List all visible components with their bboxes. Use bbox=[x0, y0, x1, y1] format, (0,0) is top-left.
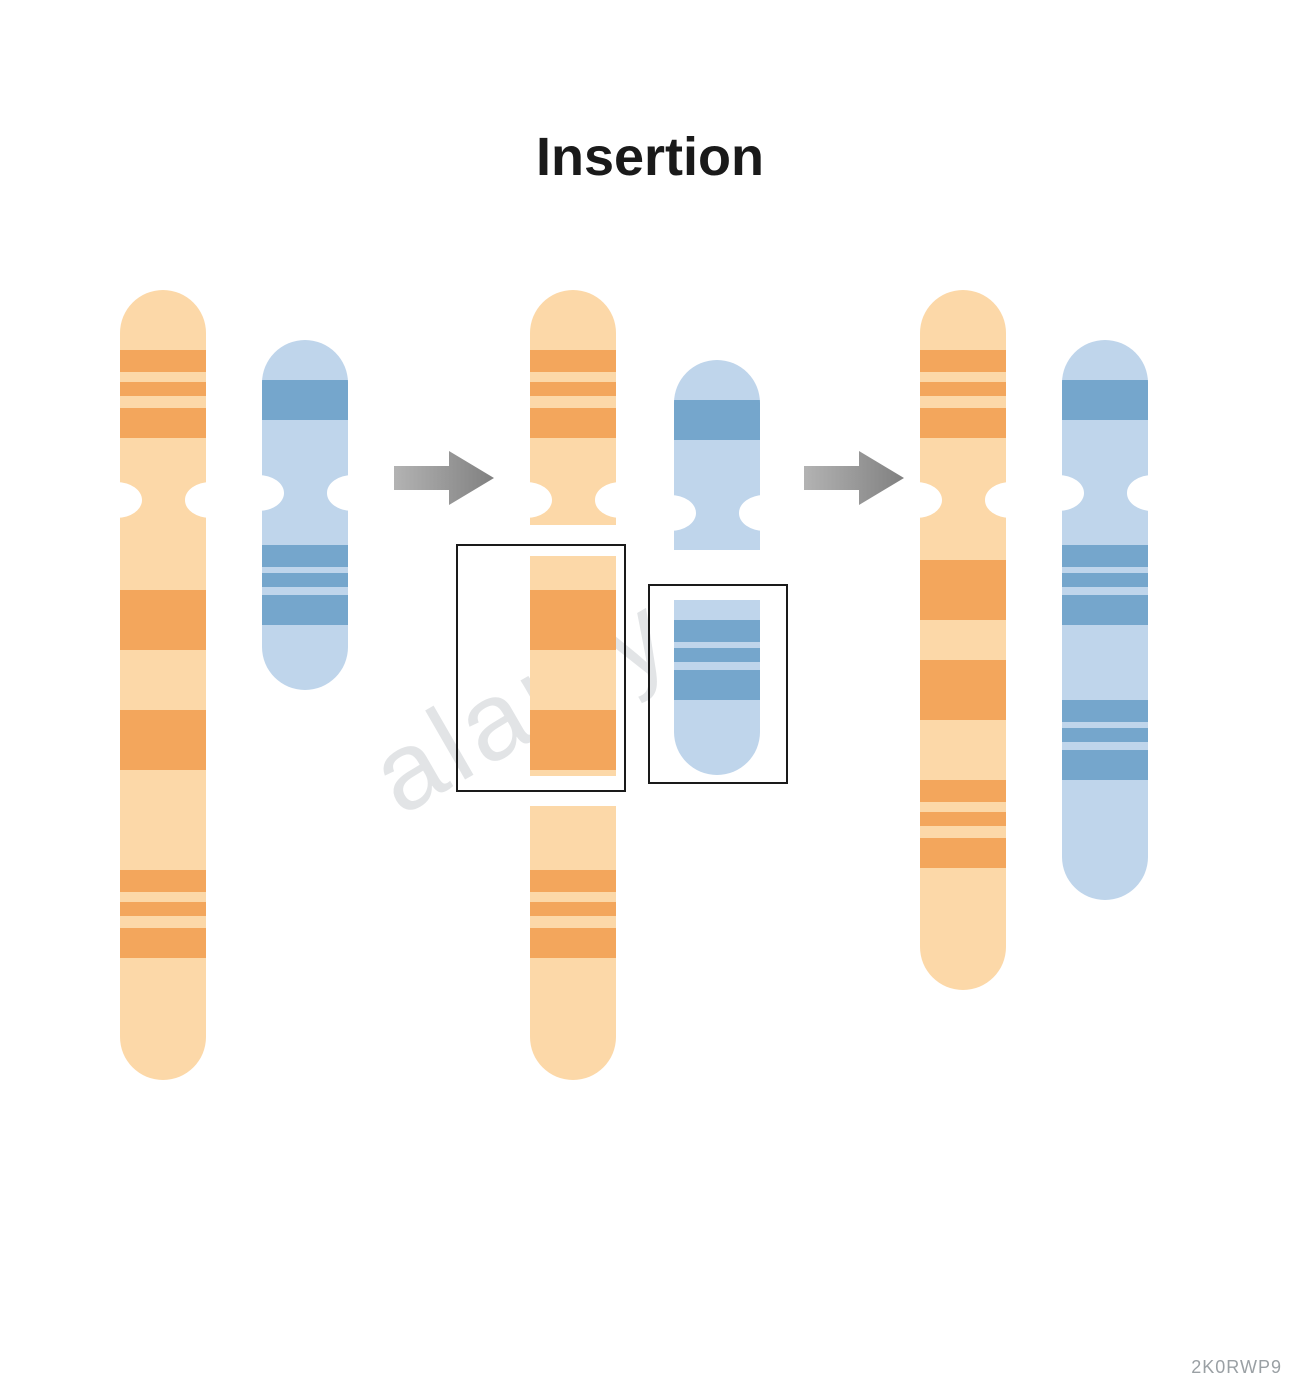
band bbox=[262, 573, 348, 587]
band bbox=[530, 382, 616, 396]
diagram-title: Insertion bbox=[0, 126, 1300, 188]
band bbox=[120, 928, 206, 958]
band bbox=[1062, 728, 1148, 742]
band bbox=[920, 660, 1006, 720]
arrow-1 bbox=[394, 448, 494, 508]
band bbox=[920, 382, 1006, 396]
band bbox=[120, 710, 206, 770]
chromosome-stage1-orange bbox=[120, 290, 206, 1080]
chromosome-stage3-orange bbox=[920, 290, 1006, 990]
diagram-canvas: Insertion 2K0RWP9 alamy bbox=[0, 0, 1300, 1390]
band bbox=[920, 780, 1006, 802]
chromosome-stage2-orange-bottom bbox=[530, 806, 616, 1080]
band bbox=[262, 595, 348, 625]
band bbox=[920, 350, 1006, 372]
band bbox=[262, 380, 348, 420]
band bbox=[120, 870, 206, 892]
band bbox=[920, 408, 1006, 438]
band bbox=[920, 838, 1006, 868]
band bbox=[120, 902, 206, 916]
band bbox=[920, 812, 1006, 826]
arrow-2 bbox=[804, 448, 904, 508]
band bbox=[674, 400, 760, 440]
band bbox=[120, 408, 206, 438]
band bbox=[262, 545, 348, 567]
band bbox=[920, 560, 1006, 620]
band bbox=[1062, 595, 1148, 625]
chromosome-stage2-blue-top bbox=[674, 360, 760, 550]
band bbox=[120, 590, 206, 650]
band bbox=[530, 928, 616, 958]
band bbox=[1062, 700, 1148, 722]
band bbox=[120, 382, 206, 396]
band bbox=[530, 408, 616, 438]
highlight-box-2 bbox=[648, 584, 788, 784]
band bbox=[1062, 380, 1148, 420]
band bbox=[1062, 750, 1148, 780]
band bbox=[1062, 545, 1148, 567]
chromosome-stage2-orange-top bbox=[530, 290, 616, 525]
band bbox=[530, 350, 616, 372]
band bbox=[530, 902, 616, 916]
highlight-box-1 bbox=[456, 544, 626, 792]
band bbox=[120, 350, 206, 372]
chromosome-stage3-blue bbox=[1062, 340, 1148, 900]
image-id: 2K0RWP9 bbox=[1191, 1357, 1282, 1378]
band bbox=[530, 870, 616, 892]
band bbox=[1062, 573, 1148, 587]
chromosome-stage1-blue bbox=[262, 340, 348, 690]
